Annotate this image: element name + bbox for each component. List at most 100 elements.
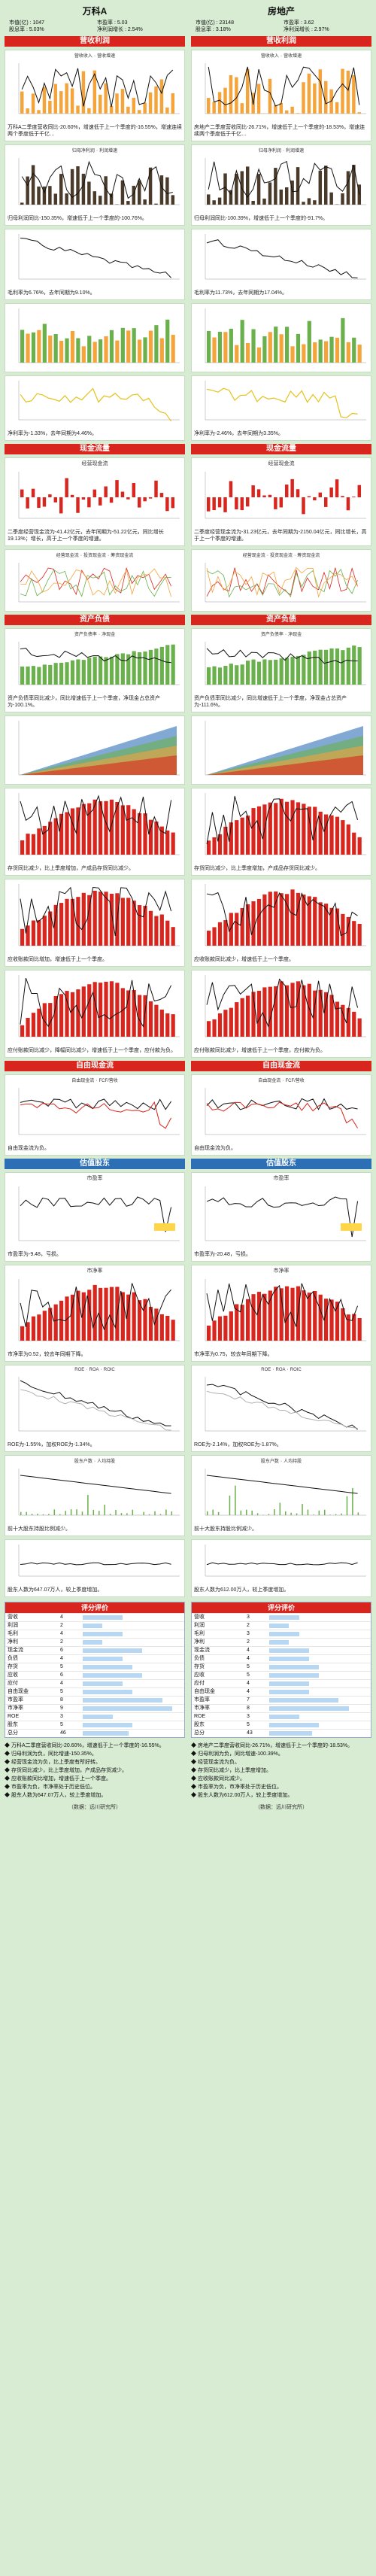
net-margin-panel: 净利率为-1.33%，去年同期为4.46%。	[5, 375, 185, 441]
score-name: 股东	[8, 1722, 18, 1727]
chart-bar	[87, 336, 92, 363]
legend-item: 筹资现金流	[297, 554, 320, 558]
score-name: 应收	[8, 1672, 18, 1678]
chart-bar	[59, 903, 64, 946]
note-item: ◆ 归母利润为负，同比增速-150.35%。	[5, 1751, 97, 1757]
chart-bar	[341, 193, 344, 205]
chart-bar	[357, 485, 362, 497]
chart-bar	[31, 93, 35, 114]
fcf-panel: 自由现金流 · FCF/营收 自由现金流为负。	[5, 1074, 185, 1156]
inventory-caption: 存货同比减少，比上季度增加，产成品存货同比减少。	[8, 866, 134, 871]
chart-bar	[313, 1290, 317, 1341]
chart-legend: 市净率	[86, 1268, 103, 1274]
chart-bar	[352, 75, 356, 114]
section-header-valuation: 估值股东	[191, 1159, 371, 1169]
chart-bar	[99, 983, 103, 1037]
chart-bar	[109, 105, 114, 114]
chart-bar	[240, 998, 244, 1037]
chart-legend: 股东户数 · 人均持股	[260, 1459, 302, 1464]
chart-bar	[42, 1003, 47, 1037]
chart-bar	[154, 821, 159, 855]
chart-bar	[48, 1308, 53, 1341]
chart-bar	[324, 904, 329, 946]
chart-bar	[357, 345, 362, 363]
chart-bar	[329, 487, 333, 497]
score-bar	[83, 1690, 132, 1694]
series-line	[20, 1562, 171, 1566]
chart-bar	[268, 1290, 272, 1341]
chart-bar	[341, 820, 345, 855]
revenue-caption: 房地产二季度营收同比-26.71%，增速低于上一个季度的-18.53%，增速连续…	[194, 125, 365, 137]
chart-bar	[126, 106, 130, 114]
chart-bar	[240, 908, 244, 946]
chart-bar	[76, 989, 80, 1037]
chart-bar	[268, 494, 272, 497]
inventory-panel: 存货同比减少，比上季度增加，产成品存货同比减少。	[191, 788, 371, 876]
chart-bar	[318, 1510, 320, 1515]
chart-bar	[352, 1011, 356, 1037]
chart-bar	[53, 497, 58, 503]
series-line	[20, 1283, 171, 1331]
series-line	[20, 648, 171, 664]
chart-bar	[207, 194, 211, 205]
cfo-caption: 二季度经营现金流为-31.23亿元，去年同期为-2150.04亿元，同比增长，高…	[194, 530, 367, 542]
score-bar	[269, 1615, 299, 1620]
chart-bar	[109, 799, 114, 855]
chart-bar	[296, 655, 301, 685]
chart-bar	[87, 181, 91, 205]
chart-bar	[352, 921, 356, 946]
score-name: 负债	[194, 1656, 205, 1661]
note-item: ◆ 市盈率为负，市净率处于历史低位。	[191, 1785, 282, 1790]
chart-bar	[171, 644, 175, 685]
chart-bar	[99, 339, 103, 363]
chart-bar	[126, 805, 131, 855]
score-row: 营收 4	[5, 1613, 184, 1621]
legend-item: 利润增速	[286, 149, 305, 153]
chart-bar	[143, 199, 147, 205]
score-name: ROE	[8, 1714, 20, 1719]
assets-area-panel	[5, 715, 185, 785]
score-name: 自由现金	[194, 1689, 215, 1694]
score-name: 自由现金	[8, 1689, 29, 1694]
company-title: 房地产	[267, 6, 295, 17]
chart-bar	[143, 1299, 147, 1341]
chart-bar	[120, 653, 125, 685]
chart-bar	[212, 1509, 214, 1515]
chart-bar	[165, 319, 170, 363]
meta-item: 市盈率 : 5.03	[97, 20, 128, 26]
chart-bar	[335, 1001, 340, 1037]
chart-bar	[109, 497, 114, 503]
chart-bar	[37, 330, 41, 363]
score-bar	[83, 1615, 123, 1620]
chart-bar	[318, 1294, 323, 1341]
chart-bar	[251, 200, 255, 205]
chart-bar	[143, 102, 147, 114]
chart-bar	[335, 1302, 340, 1341]
chart-bar	[307, 1293, 311, 1341]
legend-item: 自由现金流	[71, 1079, 95, 1083]
score-bar-track	[267, 1705, 371, 1712]
score-bar-track	[80, 1672, 184, 1679]
cfo-caption: 二季度经营现金流为-41.42亿元，去年同期为-51.22亿元，同比增长19.1…	[8, 530, 164, 542]
score-row: 利润 2	[5, 1621, 184, 1630]
chart-bar	[217, 197, 222, 205]
series-line	[206, 568, 358, 598]
score-bar	[269, 1673, 319, 1678]
score-bar	[83, 1624, 103, 1628]
chart-bar	[120, 1513, 123, 1515]
meta-item: 净利润增长 : 2.97%	[284, 27, 329, 32]
chart-bar	[99, 801, 103, 855]
chart-bar	[285, 801, 290, 855]
chart-bar	[159, 646, 164, 685]
score-table: 评分评价 营收 4 利润 2 毛利 4 净利 2 现金流 6 负债 4 存货 5 应收 6 应付 4 自由现金 5 市盈…	[5, 1602, 185, 1738]
section-header-freecash: 自由现金流	[5, 1061, 185, 1071]
score-row: 总分 46	[5, 1729, 184, 1737]
chart-bar	[59, 341, 64, 363]
chart-bar	[171, 1014, 175, 1037]
score-row: ROE 3	[192, 1712, 371, 1721]
series-line	[208, 160, 360, 198]
score-value: 4	[60, 1615, 63, 1620]
score-name: 存货	[194, 1664, 205, 1669]
chart-bar	[65, 338, 69, 363]
series-line	[20, 1389, 171, 1431]
